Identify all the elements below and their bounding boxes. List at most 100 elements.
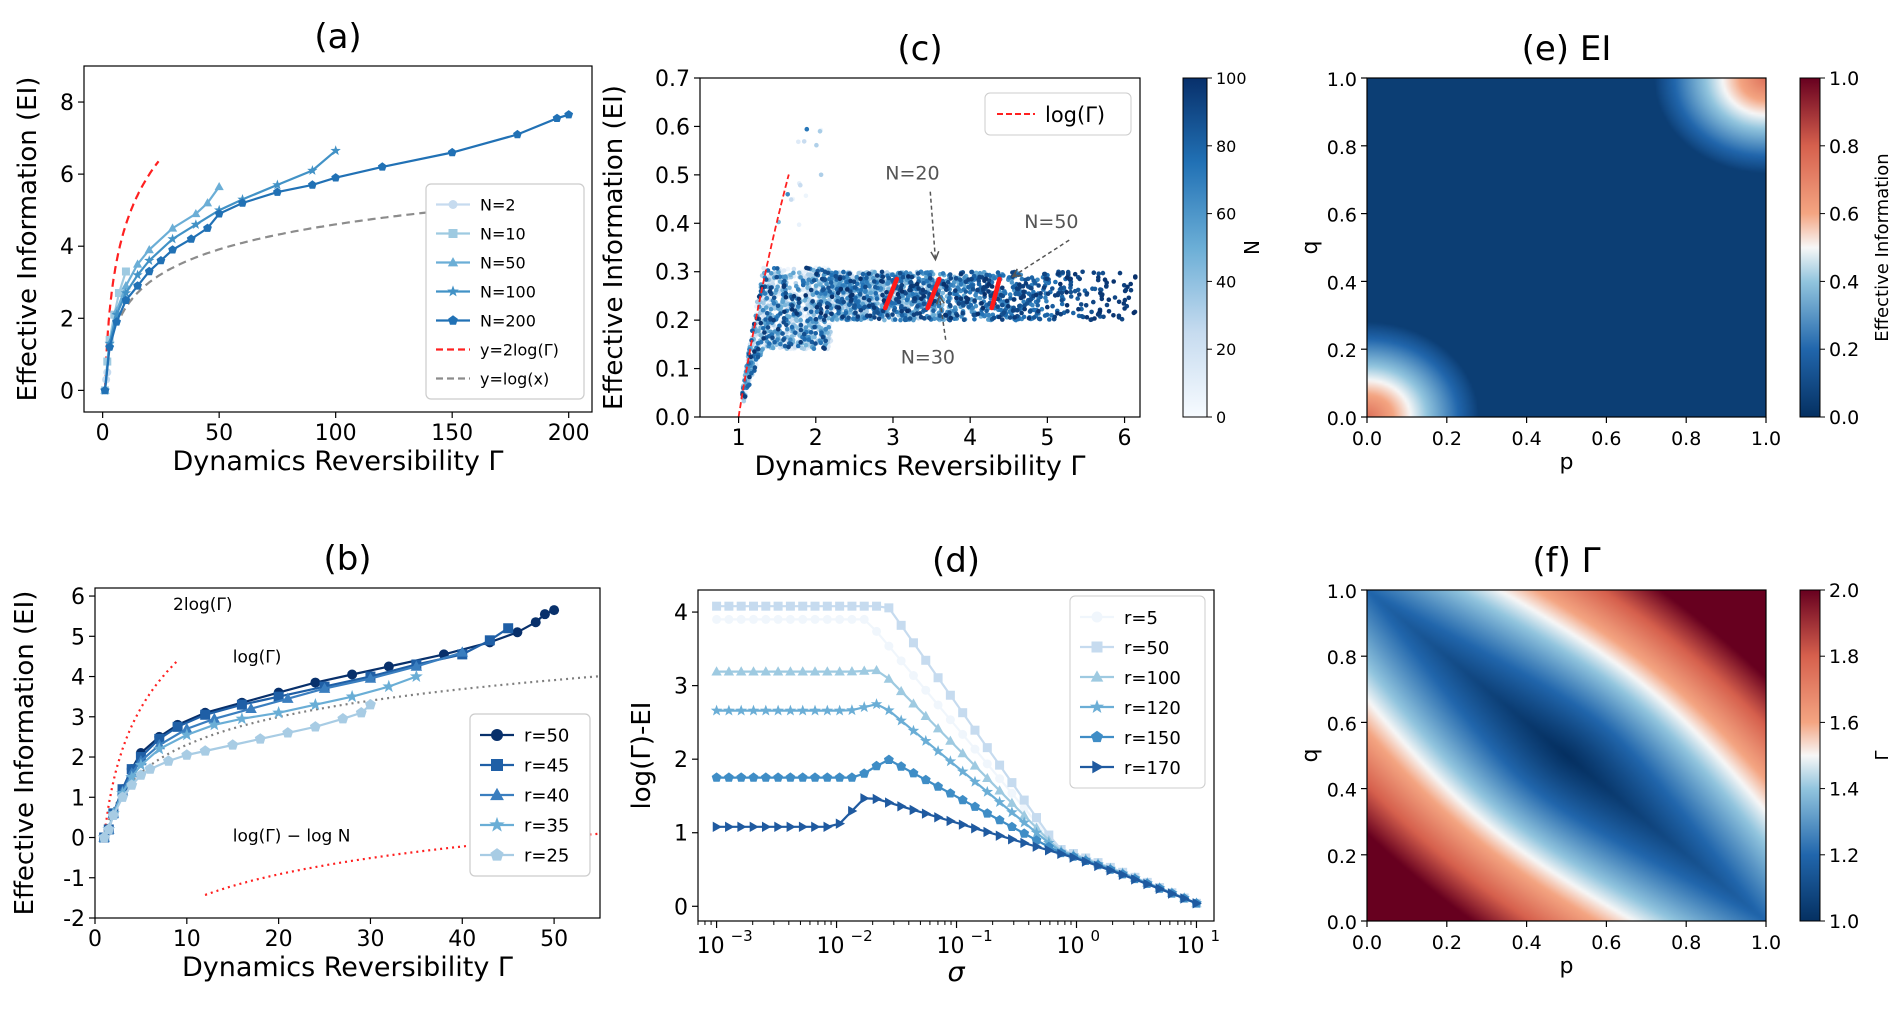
data-point xyxy=(1096,275,1101,280)
data-point xyxy=(1052,314,1057,320)
data-point xyxy=(847,271,852,276)
colorbar-label-e: Effective Information xyxy=(1872,153,1893,341)
colorbar-tick-label: 0.2 xyxy=(1829,339,1859,361)
x-tick-label-f: 0.8 xyxy=(1671,932,1701,954)
data-point xyxy=(121,295,131,304)
data-point xyxy=(120,287,132,298)
data-point xyxy=(761,821,772,833)
data-point xyxy=(383,661,394,672)
data-point xyxy=(958,819,969,830)
data-point xyxy=(199,745,211,756)
data-point xyxy=(986,281,992,287)
data-point xyxy=(513,129,522,139)
data-point xyxy=(982,759,992,769)
data-point xyxy=(1017,303,1022,309)
data-point xyxy=(855,314,861,319)
data-point xyxy=(135,769,147,780)
data-point xyxy=(1006,275,1012,280)
data-point xyxy=(951,279,957,285)
y-tick-label-d: 0 xyxy=(674,895,688,920)
data-point xyxy=(803,293,808,298)
data-point xyxy=(880,292,885,298)
data-point xyxy=(760,772,771,782)
data-point xyxy=(798,339,803,345)
data-point xyxy=(904,280,909,286)
data-point xyxy=(984,308,989,314)
data-point xyxy=(1006,806,1018,818)
legend-label: N=10 xyxy=(480,224,526,243)
data-point xyxy=(1004,298,1010,304)
data-point xyxy=(859,665,870,675)
data-point xyxy=(156,256,166,265)
data-point xyxy=(783,294,789,300)
data-point xyxy=(776,270,781,275)
data-point xyxy=(769,271,774,276)
panel-title-f: (f) Γ xyxy=(1532,541,1600,581)
x-tick-label-f: 0.6 xyxy=(1591,932,1621,954)
data-point xyxy=(272,179,283,190)
data-point xyxy=(810,601,820,611)
data-point xyxy=(783,274,788,279)
data-point xyxy=(163,755,174,766)
data-point xyxy=(785,666,796,676)
data-point xyxy=(899,313,905,318)
reference-line xyxy=(103,659,179,838)
data-point xyxy=(552,113,562,122)
colorbar-tick-label: 0.8 xyxy=(1829,136,1859,158)
data-point xyxy=(775,303,781,309)
colorbar-f xyxy=(1799,589,1821,922)
data-point xyxy=(762,330,767,335)
data-point xyxy=(791,266,797,272)
data-point xyxy=(745,383,750,389)
data-point xyxy=(947,291,953,296)
data-point xyxy=(859,601,869,611)
data-point xyxy=(971,312,976,318)
data-point xyxy=(798,601,808,611)
data-point xyxy=(1116,299,1122,305)
data-point xyxy=(838,286,844,292)
data-point xyxy=(836,305,842,310)
y-tick-label-c: 0.7 xyxy=(655,67,690,92)
data-point xyxy=(1019,310,1024,316)
data-point xyxy=(1041,285,1047,290)
data-point xyxy=(998,307,1003,313)
data-point xyxy=(840,314,845,320)
data-point xyxy=(778,341,783,347)
data-point xyxy=(841,299,846,305)
data-point xyxy=(897,271,903,276)
data-point xyxy=(937,313,943,318)
x-tick-label-a: 0 xyxy=(96,421,110,446)
data-point xyxy=(725,821,735,833)
data-point xyxy=(856,270,861,276)
data-point xyxy=(924,278,930,284)
colorbar-tick-label: 1.0 xyxy=(1829,68,1859,90)
data-point xyxy=(848,278,853,284)
data-point xyxy=(961,317,967,323)
data-point xyxy=(111,309,122,320)
data-point xyxy=(969,760,981,770)
data-point xyxy=(1098,287,1103,292)
data-point xyxy=(923,270,929,276)
data-point xyxy=(181,749,193,760)
data-point xyxy=(765,268,771,273)
data-point xyxy=(798,317,803,323)
data-point xyxy=(1065,309,1070,314)
data-point xyxy=(810,772,820,782)
annotation-b: 2log(Γ) xyxy=(173,595,232,615)
data-point xyxy=(126,779,138,790)
data-point xyxy=(377,162,387,171)
legend-marker xyxy=(1090,670,1104,682)
data-point xyxy=(133,281,142,290)
data-point xyxy=(958,296,964,302)
data-point xyxy=(805,318,810,324)
data-point xyxy=(345,689,359,703)
data-point xyxy=(1084,315,1090,320)
data-point xyxy=(778,311,783,316)
data-point xyxy=(796,222,802,227)
data-point xyxy=(1001,310,1007,316)
data-point xyxy=(1068,289,1074,295)
data-point xyxy=(944,287,949,293)
data-point xyxy=(970,801,980,811)
data-point xyxy=(765,325,771,330)
data-point xyxy=(919,296,924,302)
